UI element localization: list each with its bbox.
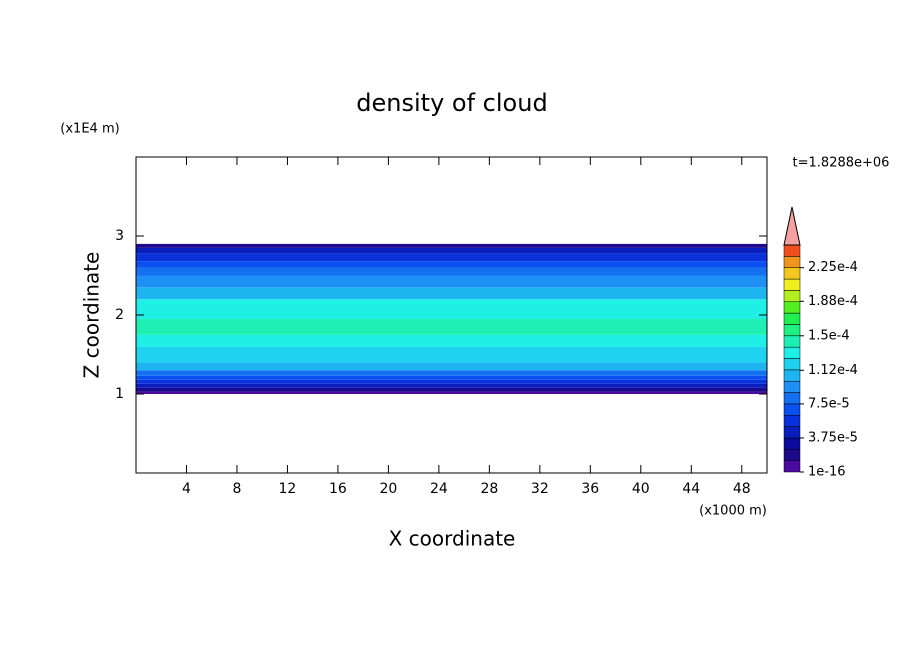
colorbar-band: [783, 256, 801, 268]
contour-band: [136, 287, 767, 300]
colorbar-band: [783, 415, 801, 427]
x-tick-label: 12: [279, 481, 297, 497]
contour-band: [136, 267, 767, 276]
contour-band: [136, 346, 767, 363]
contour-band: [136, 391, 767, 394]
colorbar-label: 3.75e-5: [808, 430, 858, 445]
x-tick-label: 16: [329, 481, 347, 497]
colorbar-label: 1.12e-4: [808, 363, 858, 378]
colorbar-band: [783, 426, 801, 439]
contour-band: [136, 299, 767, 319]
x-tick-label: 48: [733, 481, 751, 497]
contour-band: [136, 261, 767, 268]
contour-band: [136, 334, 767, 347]
time-label: t=1.8288e+06: [793, 156, 890, 171]
colorbar-label: 1.88e-4: [808, 294, 858, 309]
contour-band: [136, 243, 767, 248]
colorbar-band: [783, 324, 801, 337]
x-tick-label: 20: [379, 481, 397, 497]
colorbar-band: [783, 312, 801, 325]
colorbar-band: [783, 358, 801, 371]
x-tick-label: 36: [581, 481, 599, 497]
x-tick-label: 24: [430, 481, 448, 497]
colorbar-band: [783, 335, 801, 348]
colorbar-band: [783, 392, 801, 405]
y-tick-label: 2: [115, 307, 124, 323]
x-tick-label: 32: [531, 481, 549, 497]
contour-band: [136, 387, 767, 392]
x-tick-label: 8: [232, 481, 241, 497]
contour-band: [136, 375, 767, 380]
colorbar-label: 1e-16: [808, 465, 846, 480]
x-tick-label: 4: [182, 481, 191, 497]
colorbar-over: [783, 206, 801, 246]
colorbar-label: 7.5e-5: [808, 396, 850, 411]
y-axis-title: Z coordinate: [80, 252, 104, 379]
x-tick-label: 44: [682, 481, 700, 497]
contour-band: [136, 383, 767, 388]
contour-band: [136, 253, 767, 262]
chart-title: density of cloud: [356, 89, 547, 117]
x-unit: (x1000 m): [699, 504, 767, 519]
colorbar-label: 1.5e-4: [808, 328, 850, 343]
contour-band: [136, 318, 767, 335]
colorbar-band: [783, 267, 801, 280]
x-tick-label: 28: [480, 481, 498, 497]
colorbar-band: [783, 437, 801, 450]
contour-band: [136, 379, 767, 384]
contour-band: [136, 362, 767, 371]
colorbar-band: [783, 301, 801, 314]
colorbar-band: [783, 346, 801, 359]
contour-band: [136, 247, 767, 254]
colorbar-label: 2.25e-4: [808, 260, 858, 275]
contour-band: [136, 370, 767, 376]
colorbar-band: [783, 369, 801, 382]
colorbar-band: [783, 380, 801, 393]
x-axis-title: X coordinate: [389, 527, 516, 551]
colorbar-band: [783, 244, 801, 257]
colorbar-band: [783, 403, 801, 416]
y-unit: (x1E4 m): [60, 122, 119, 137]
y-tick-label: 3: [115, 228, 124, 244]
colorbar-band: [783, 290, 801, 302]
x-tick-label: 40: [632, 481, 650, 497]
y-tick-label: 1: [115, 386, 124, 402]
colorbar-band: [783, 278, 801, 291]
colorbar-band: [783, 449, 801, 461]
contour-band: [136, 275, 767, 288]
colorbar-band: [783, 460, 801, 473]
